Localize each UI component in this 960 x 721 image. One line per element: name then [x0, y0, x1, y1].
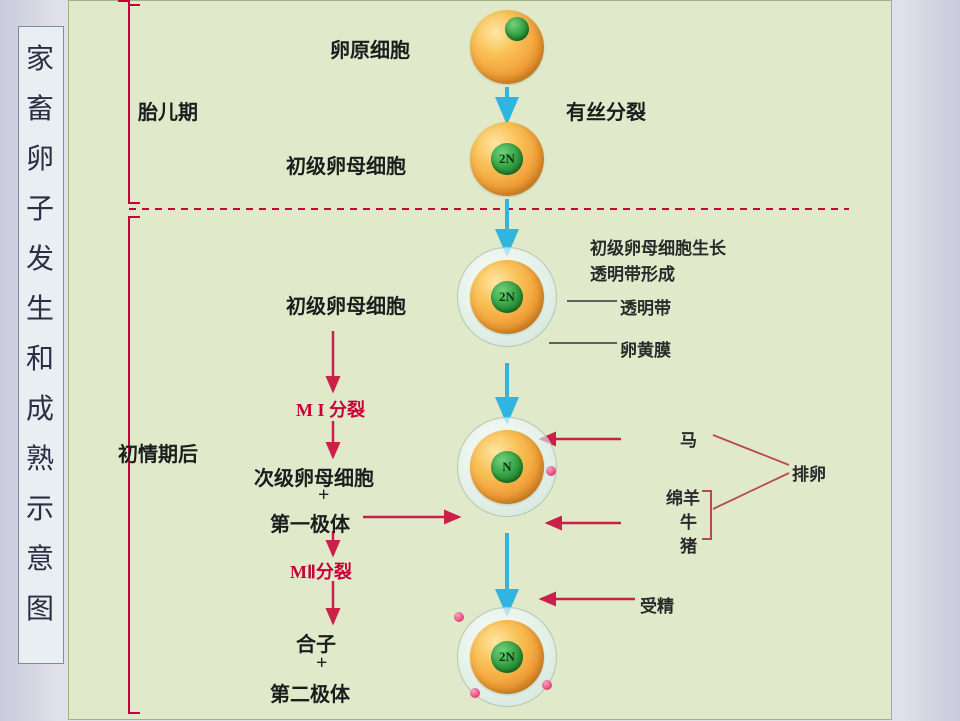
phase-label-fetal: 胎儿期	[138, 96, 198, 125]
polar-body-c4-0	[546, 466, 556, 476]
cell-c2: 2N	[470, 122, 544, 196]
cell-c4: N	[470, 430, 544, 504]
cell-c1	[470, 10, 544, 84]
polar-body-c5-1	[470, 688, 480, 698]
label-growth2: 透明带形成	[590, 260, 675, 285]
species-bracket	[710, 490, 712, 540]
label-mii: MⅡ分裂	[290, 558, 352, 584]
cell-c5: 2N	[470, 620, 544, 694]
nucleus-c4: N	[491, 451, 523, 483]
label-oogonium: 卵原细胞	[330, 34, 410, 63]
label-pb2: 第二极体	[270, 678, 350, 707]
label-plus1: +	[318, 484, 329, 507]
label-secondary: 次级卵母细胞	[254, 462, 374, 491]
label-sheep: 绵羊	[666, 484, 700, 509]
label-pb1: 第一极体	[270, 508, 350, 537]
nucleus-c2: 2N	[491, 143, 523, 175]
polar-body-c5-0	[454, 612, 464, 622]
label-plus2: +	[316, 652, 327, 675]
label-primary_1: 初级卵母细胞	[286, 150, 406, 179]
nucleus-c1	[505, 17, 529, 41]
bracket-top-stub	[128, 0, 130, 8]
diagram-title-strip: 家畜卵子发生和成熟示意图	[18, 26, 64, 664]
label-fertilization: 受精	[640, 592, 674, 617]
polar-body-c5-2	[542, 680, 552, 690]
phase-bracket-fetal	[128, 4, 130, 204]
label-ovulation: 排卵	[792, 460, 826, 485]
label-vitelline: 卵黄膜	[620, 336, 671, 361]
label-primary_2: 初级卵母细胞	[286, 290, 406, 319]
nucleus-c5: 2N	[491, 641, 523, 673]
cell-c3: 2N	[470, 260, 544, 334]
label-mitosis: 有丝分裂	[566, 96, 646, 125]
label-horse: 马	[680, 426, 697, 451]
phase-label-postpuberty: 初情期后	[118, 438, 198, 467]
label-zona_label: 透明带	[620, 294, 671, 319]
label-mi: M I 分裂	[296, 396, 365, 422]
label-growth1: 初级卵母细胞生长	[590, 234, 726, 259]
label-cow: 牛	[680, 508, 697, 533]
nucleus-c3: 2N	[491, 281, 523, 313]
label-pig: 猪	[680, 532, 697, 557]
